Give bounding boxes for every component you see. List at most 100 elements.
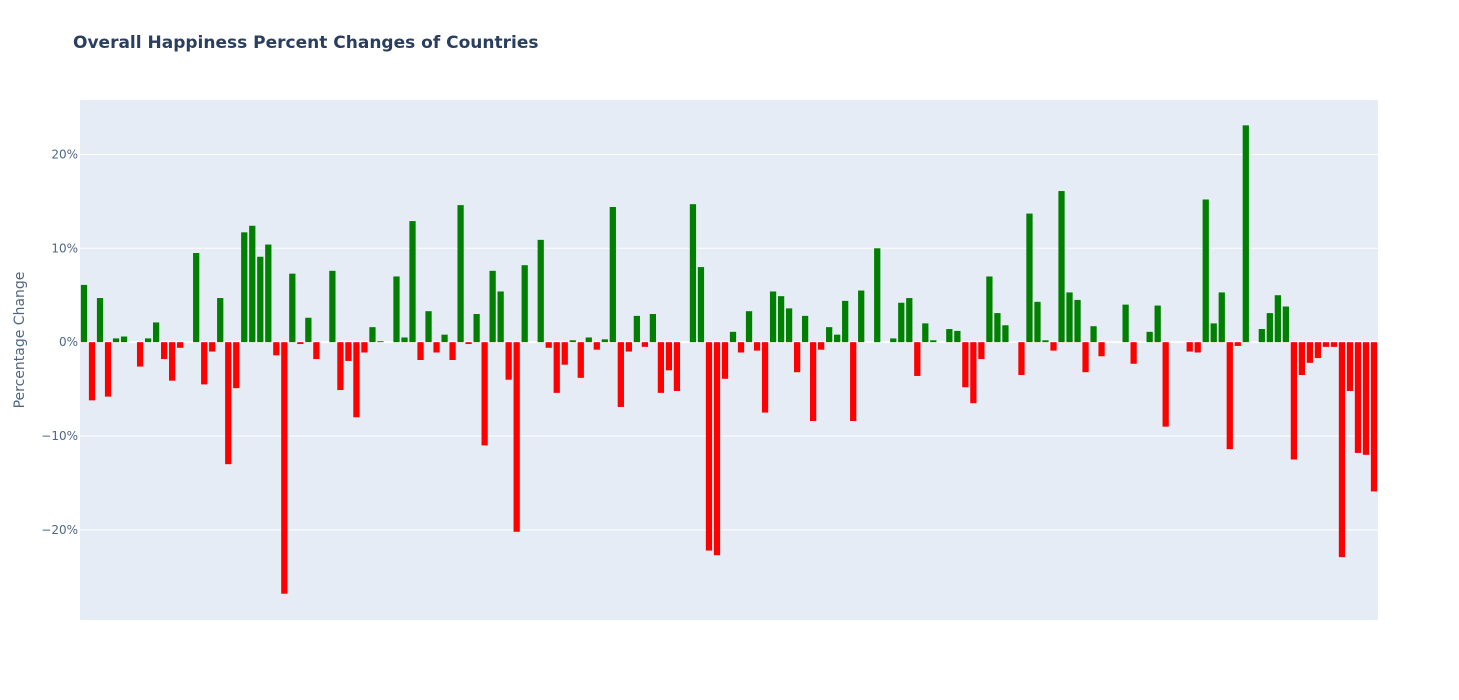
bar[interactable] <box>225 342 232 465</box>
bar[interactable] <box>1290 342 1297 460</box>
bar[interactable] <box>425 311 432 343</box>
bar[interactable] <box>826 327 833 343</box>
bar[interactable] <box>986 276 993 343</box>
bar[interactable] <box>337 342 344 391</box>
bar[interactable] <box>169 342 176 381</box>
bar[interactable] <box>850 342 857 422</box>
bar[interactable] <box>1122 304 1129 343</box>
bar[interactable] <box>930 340 937 343</box>
bar[interactable] <box>569 340 576 343</box>
bar[interactable] <box>297 342 304 345</box>
bar[interactable] <box>329 270 336 343</box>
bar[interactable] <box>785 308 793 343</box>
bar[interactable] <box>874 248 881 343</box>
bar[interactable] <box>890 338 897 343</box>
bar[interactable] <box>433 342 440 353</box>
bar[interactable] <box>88 342 96 401</box>
bar[interactable] <box>553 342 560 393</box>
bar[interactable] <box>393 276 400 343</box>
bar[interactable] <box>561 342 568 365</box>
bar[interactable] <box>1058 191 1065 343</box>
bar[interactable] <box>457 205 464 343</box>
bar[interactable] <box>152 322 160 343</box>
bar[interactable] <box>978 342 985 360</box>
bar[interactable] <box>217 298 224 343</box>
bar[interactable] <box>962 342 969 388</box>
bar[interactable] <box>1082 342 1089 373</box>
bar[interactable] <box>289 273 296 343</box>
bar[interactable] <box>898 302 905 343</box>
bar[interactable] <box>633 315 640 343</box>
bar[interactable] <box>1282 306 1289 343</box>
bar[interactable] <box>737 342 745 353</box>
bar[interactable] <box>1274 295 1281 343</box>
bar[interactable] <box>136 342 144 367</box>
bar[interactable] <box>946 329 953 343</box>
bar[interactable] <box>1346 342 1354 391</box>
bar[interactable] <box>1370 342 1378 492</box>
bar[interactable] <box>80 284 88 343</box>
bar[interactable] <box>745 311 753 343</box>
bar[interactable] <box>1186 342 1193 352</box>
bar[interactable] <box>761 342 769 413</box>
bar[interactable] <box>1266 313 1273 343</box>
bar[interactable] <box>649 314 657 343</box>
bar[interactable] <box>641 342 648 347</box>
bar[interactable] <box>465 342 472 345</box>
bar[interactable] <box>120 336 128 343</box>
bar[interactable] <box>1074 299 1081 343</box>
bar[interactable] <box>1322 342 1330 347</box>
bar[interactable] <box>305 317 312 343</box>
bar[interactable] <box>673 342 681 391</box>
bar[interactable] <box>96 298 104 343</box>
bar[interactable] <box>689 204 697 343</box>
bar[interactable] <box>834 334 841 343</box>
bar[interactable] <box>842 300 849 343</box>
bar[interactable] <box>233 342 240 389</box>
bar[interactable] <box>497 291 504 343</box>
bar[interactable] <box>449 342 456 360</box>
bar[interactable] <box>193 253 200 343</box>
bar[interactable] <box>1306 342 1314 363</box>
bar[interactable] <box>1226 342 1233 450</box>
bar[interactable] <box>1194 342 1201 353</box>
bar[interactable] <box>369 327 376 343</box>
bar[interactable] <box>954 330 961 343</box>
bar[interactable] <box>577 342 584 378</box>
bar[interactable] <box>1066 292 1073 343</box>
bar[interactable] <box>1034 301 1041 343</box>
bar[interactable] <box>209 342 216 352</box>
bar[interactable] <box>249 225 256 343</box>
bar[interactable] <box>1234 342 1241 346</box>
bar[interactable] <box>906 298 913 343</box>
bar[interactable] <box>201 342 208 385</box>
bar[interactable] <box>753 342 761 351</box>
bar[interactable] <box>858 290 865 343</box>
bar[interactable] <box>1314 342 1322 359</box>
bar[interactable] <box>1330 342 1338 347</box>
bar[interactable] <box>521 265 528 343</box>
bar[interactable] <box>810 342 817 422</box>
bar[interactable] <box>257 256 264 343</box>
bar[interactable] <box>1162 342 1169 427</box>
bar[interactable] <box>713 342 721 556</box>
bar[interactable] <box>721 342 729 379</box>
bar[interactable] <box>1146 331 1153 343</box>
bar[interactable] <box>1258 329 1265 343</box>
bar[interactable] <box>1042 340 1049 343</box>
bar[interactable] <box>353 342 360 418</box>
bar[interactable] <box>313 342 320 360</box>
bar[interactable] <box>1002 325 1009 343</box>
bar[interactable] <box>281 342 288 594</box>
bar[interactable] <box>489 270 496 343</box>
bar[interactable] <box>545 342 552 348</box>
bar[interactable] <box>241 232 248 343</box>
bar[interactable] <box>593 342 600 350</box>
bar[interactable] <box>401 337 408 343</box>
bar[interactable] <box>922 323 929 343</box>
bar[interactable] <box>1090 326 1097 343</box>
bar[interactable] <box>1242 125 1249 343</box>
bar[interactable] <box>665 342 673 371</box>
bar[interactable] <box>769 291 777 343</box>
bar[interactable] <box>914 342 921 376</box>
